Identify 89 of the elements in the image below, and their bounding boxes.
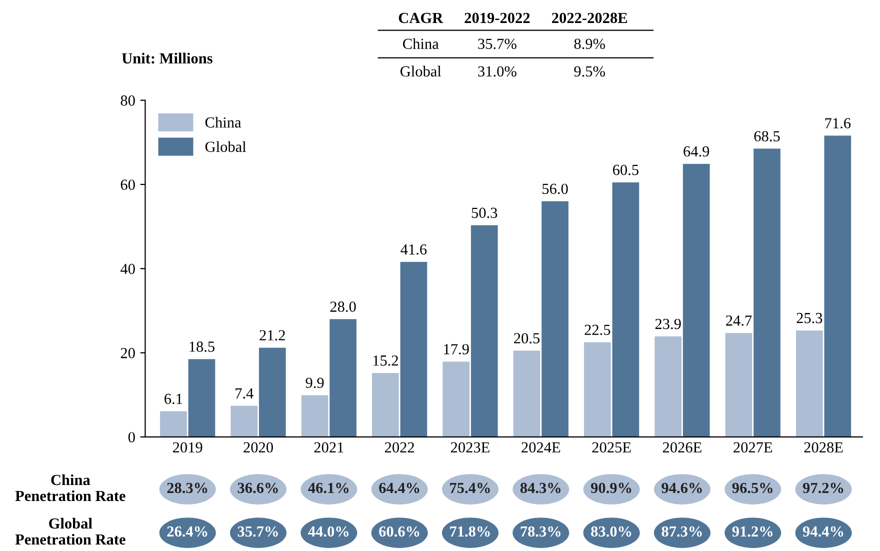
bar xyxy=(754,148,780,437)
bar xyxy=(258,348,286,437)
x-tick-label: 2025E xyxy=(592,442,631,453)
data-label: 15.2 xyxy=(373,355,398,366)
text: 46.1% xyxy=(308,482,348,494)
text: 44.0% xyxy=(308,526,348,537)
y-tick-label: 20 xyxy=(120,348,135,358)
text: 36.6% xyxy=(238,482,278,494)
data-label: 68.5 xyxy=(754,131,780,142)
text: China xyxy=(403,38,439,50)
bar xyxy=(796,330,823,437)
bar xyxy=(330,319,356,437)
text: 35.7% xyxy=(478,38,516,50)
bar xyxy=(542,201,568,437)
data-label: 60.5 xyxy=(612,164,638,176)
x-tick-label: 2020 xyxy=(244,442,273,453)
x-tick-label: 2021 xyxy=(314,442,344,453)
text: 96.5% xyxy=(732,482,772,494)
data-label: 71.6 xyxy=(825,118,851,128)
data-label: 25.3 xyxy=(796,312,822,324)
bar xyxy=(160,411,187,437)
bar xyxy=(470,225,498,437)
data-label: 7.4 xyxy=(236,388,254,399)
text: 94.6% xyxy=(662,482,702,494)
text: 94.4% xyxy=(802,526,844,537)
text: 83.0% xyxy=(591,526,632,537)
text: 71.8% xyxy=(450,526,490,537)
data-label: 41.6 xyxy=(400,244,427,255)
y-tick-label: 60 xyxy=(120,180,135,190)
x-tick-label: 2023E xyxy=(450,442,490,453)
text: 90.9% xyxy=(590,482,632,494)
text: 2019-2022 xyxy=(464,12,530,24)
data-label: 24.7 xyxy=(726,315,752,326)
legend-label: China xyxy=(205,116,242,128)
data-label: 56.0 xyxy=(542,184,568,194)
y-axis-title: Unit: Millions xyxy=(122,52,212,64)
text: 28.3% xyxy=(167,482,208,494)
text: 35.7% xyxy=(238,526,278,537)
text: 31.0% xyxy=(478,66,516,77)
text: 64.4% xyxy=(379,482,420,494)
bar xyxy=(654,336,682,437)
data-label: 22.5 xyxy=(584,324,610,336)
text: 8.9% xyxy=(574,38,605,50)
bar xyxy=(188,359,216,437)
bar xyxy=(682,164,710,437)
text: 78.3% xyxy=(520,526,560,537)
text: 87.3% xyxy=(662,526,702,537)
text: Global Penetration Rate xyxy=(15,518,126,545)
bar xyxy=(824,136,852,437)
text: 9.5% xyxy=(574,66,605,77)
y-tick-label: 40 xyxy=(120,264,135,274)
data-label: 21.2 xyxy=(260,330,285,341)
bar xyxy=(400,262,428,437)
text: CAGR xyxy=(398,12,444,24)
data-label: 50.3 xyxy=(472,208,498,218)
bar xyxy=(301,395,328,437)
y-tick-label: 0 xyxy=(128,432,135,442)
text: 26.4% xyxy=(167,526,208,537)
x-tick-label: 2022 xyxy=(384,442,414,453)
data-label: 28.0 xyxy=(330,302,356,312)
x-tick-label: 2024E xyxy=(522,442,560,453)
text: 97.2% xyxy=(802,482,844,494)
text: Global xyxy=(400,66,442,77)
text: China Penetration Rate xyxy=(15,474,126,502)
data-label: 9.9 xyxy=(306,378,324,388)
data-label: 20.5 xyxy=(514,333,540,344)
x-tick-label: 2028E xyxy=(804,442,843,453)
bar xyxy=(230,406,258,437)
data-label: 18.5 xyxy=(190,342,214,352)
text: 84.3% xyxy=(520,482,560,494)
bar xyxy=(612,182,640,437)
y-tick-label: 80 xyxy=(120,95,135,106)
bar xyxy=(372,372,399,437)
bar xyxy=(442,362,470,437)
data-label: 17.9 xyxy=(444,344,469,354)
legend-label: Global xyxy=(205,141,246,152)
text: 60.6% xyxy=(379,526,420,537)
x-tick-label: 2026E xyxy=(662,442,702,453)
text: 75.4% xyxy=(450,482,490,494)
bar xyxy=(725,333,752,437)
data-label: 6.1 xyxy=(164,394,182,404)
data-label: 64.9 xyxy=(684,146,710,157)
x-tick-label: 2027E xyxy=(734,442,772,453)
x-tick-label: 2019 xyxy=(172,442,202,453)
text: 2022-2028E xyxy=(552,12,628,24)
text: 91.2% xyxy=(732,526,772,537)
bar xyxy=(584,342,611,437)
data-label: 23.9 xyxy=(655,318,681,330)
bar xyxy=(513,350,540,437)
